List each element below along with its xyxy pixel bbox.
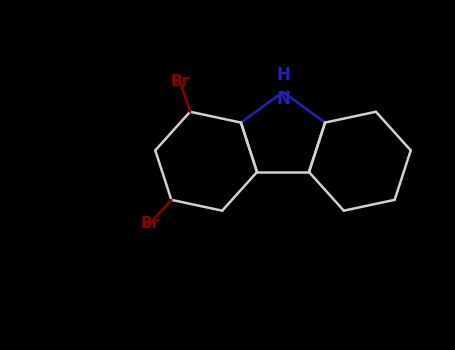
Text: N: N [276,90,290,108]
Text: Br: Br [140,216,160,231]
Text: H: H [276,66,290,84]
Text: Br: Br [171,74,190,89]
